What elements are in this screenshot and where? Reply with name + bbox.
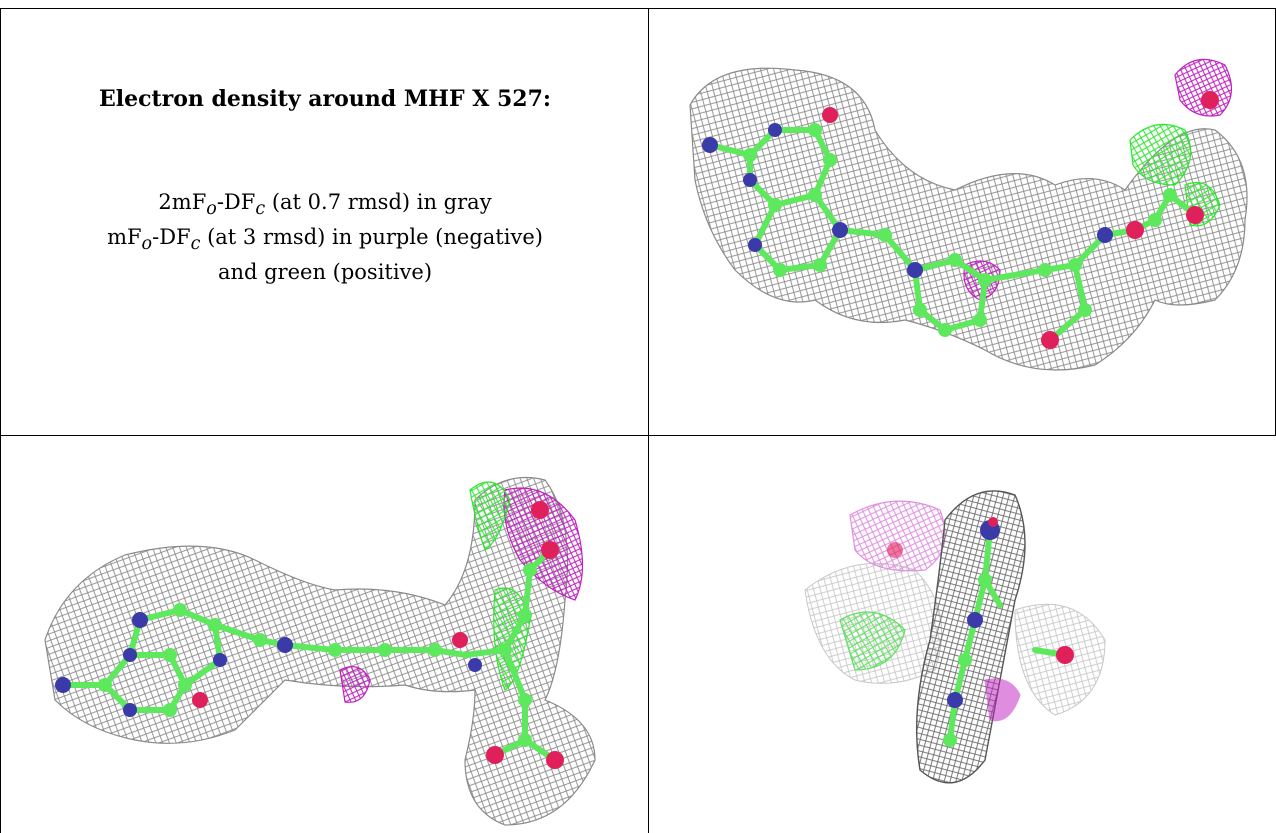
table-left-border xyxy=(0,8,1,833)
density-render-top xyxy=(655,20,1270,425)
density-panel-side-view xyxy=(5,440,643,830)
figure-caption: Electron density around MHF X 527: 2mFo-… xyxy=(20,40,630,420)
negative-density-mesh-faded xyxy=(850,501,945,571)
density-panel-top-view xyxy=(655,20,1270,425)
caption-line-fofc: mFo-DFc (at 3 rmsd) in purple (negative) xyxy=(20,223,630,258)
negative-density-mesh xyxy=(985,679,1020,721)
table-center-border xyxy=(648,8,649,833)
density-render-end xyxy=(655,440,1270,830)
table-top-border xyxy=(0,8,1276,9)
negative-density-mesh xyxy=(1175,59,1231,116)
density-render-side xyxy=(5,440,643,830)
table-middle-border xyxy=(0,435,1276,436)
density-panel-end-view xyxy=(655,440,1270,830)
caption-title: Electron density around MHF X 527: xyxy=(20,86,630,112)
caption-line-colors: and green (positive) xyxy=(20,258,630,286)
caption-description: 2mFo-DFc (at 0.7 rmsd) in gray mFo-DFc (… xyxy=(20,188,630,286)
caption-line-2fofc: 2mFo-DFc (at 0.7 rmsd) in gray xyxy=(20,188,630,223)
